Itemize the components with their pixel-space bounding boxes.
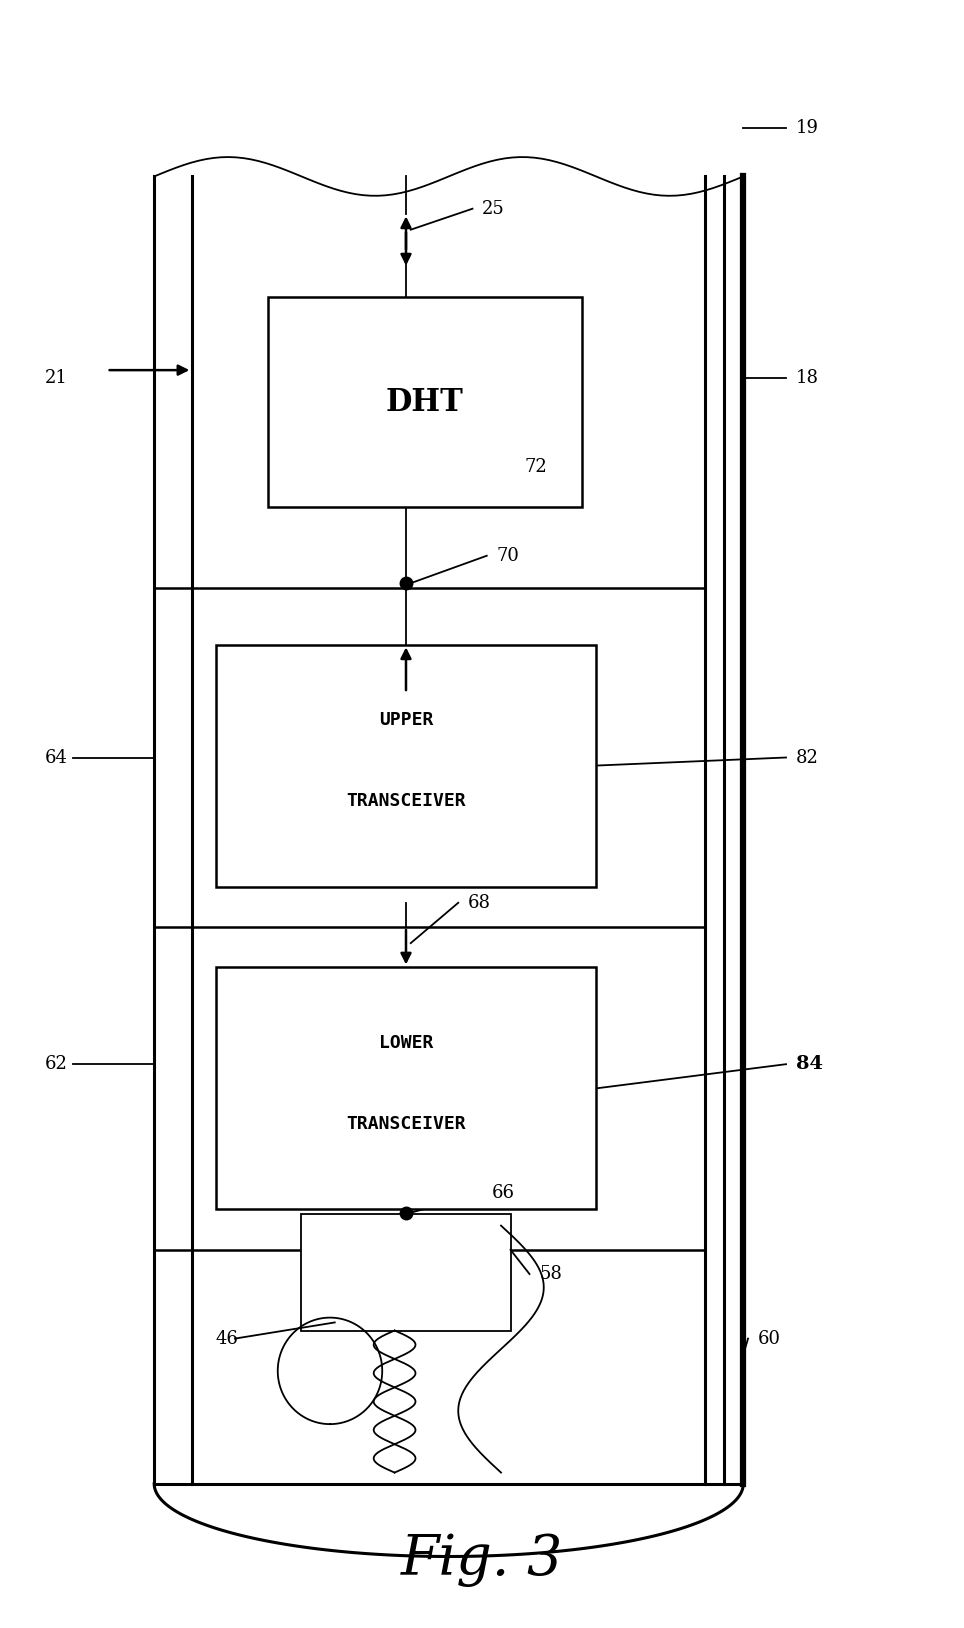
FancyBboxPatch shape (216, 967, 596, 1210)
Text: 19: 19 (795, 119, 818, 137)
Text: 68: 68 (468, 894, 491, 912)
Text: TRANSCEIVER: TRANSCEIVER (346, 793, 466, 811)
Text: 62: 62 (45, 1055, 67, 1073)
Text: 70: 70 (496, 547, 520, 565)
Text: 66: 66 (492, 1184, 515, 1203)
Text: TRANSCEIVER: TRANSCEIVER (346, 1115, 466, 1133)
Text: 82: 82 (795, 749, 818, 767)
Text: 60: 60 (758, 1330, 781, 1348)
FancyBboxPatch shape (302, 1214, 511, 1330)
Text: 72: 72 (524, 457, 548, 475)
Text: 46: 46 (216, 1330, 239, 1348)
Text: 58: 58 (539, 1265, 562, 1283)
FancyBboxPatch shape (268, 298, 581, 508)
Text: DHT: DHT (386, 387, 464, 418)
Text: 18: 18 (795, 370, 818, 387)
Text: 64: 64 (45, 749, 67, 767)
Text: 84: 84 (795, 1055, 822, 1073)
Text: LOWER: LOWER (379, 1034, 433, 1052)
FancyBboxPatch shape (216, 645, 596, 887)
Text: 25: 25 (482, 200, 505, 218)
Text: UPPER: UPPER (379, 711, 433, 729)
Text: Fig. 3: Fig. 3 (401, 1532, 563, 1587)
Text: 21: 21 (45, 370, 67, 387)
